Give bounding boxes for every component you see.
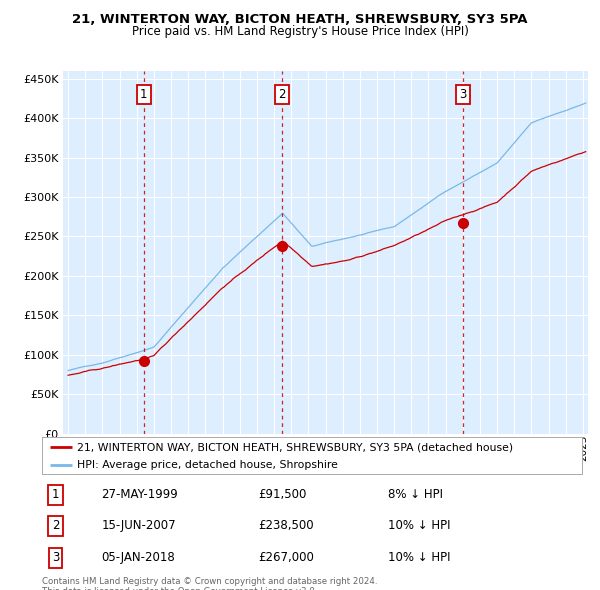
- Text: 10% ↓ HPI: 10% ↓ HPI: [388, 519, 450, 533]
- Text: 2: 2: [52, 519, 59, 533]
- Text: 05-JAN-2018: 05-JAN-2018: [101, 551, 175, 565]
- Text: £91,500: £91,500: [258, 488, 307, 501]
- Text: Contains HM Land Registry data © Crown copyright and database right 2024.
This d: Contains HM Land Registry data © Crown c…: [42, 577, 377, 590]
- Text: 21, WINTERTON WAY, BICTON HEATH, SHREWSBURY, SY3 5PA (detached house): 21, WINTERTON WAY, BICTON HEATH, SHREWSB…: [77, 442, 513, 452]
- Text: 3: 3: [459, 88, 467, 101]
- Text: HPI: Average price, detached house, Shropshire: HPI: Average price, detached house, Shro…: [77, 460, 338, 470]
- Text: 1: 1: [140, 88, 148, 101]
- Text: 8% ↓ HPI: 8% ↓ HPI: [388, 488, 443, 501]
- Text: Price paid vs. HM Land Registry's House Price Index (HPI): Price paid vs. HM Land Registry's House …: [131, 25, 469, 38]
- Text: 2: 2: [278, 88, 286, 101]
- Text: 1: 1: [52, 488, 59, 501]
- Text: 27-MAY-1999: 27-MAY-1999: [101, 488, 178, 501]
- Text: 10% ↓ HPI: 10% ↓ HPI: [388, 551, 450, 565]
- Text: 15-JUN-2007: 15-JUN-2007: [101, 519, 176, 533]
- Text: £267,000: £267,000: [258, 551, 314, 565]
- Text: 3: 3: [52, 551, 59, 565]
- Text: £238,500: £238,500: [258, 519, 314, 533]
- Text: 21, WINTERTON WAY, BICTON HEATH, SHREWSBURY, SY3 5PA: 21, WINTERTON WAY, BICTON HEATH, SHREWSB…: [72, 13, 528, 26]
